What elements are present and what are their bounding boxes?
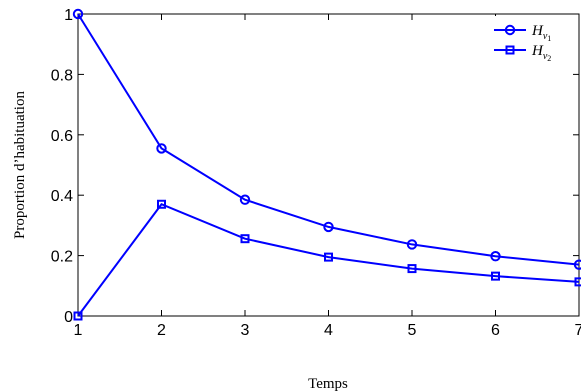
y-axis: 0 0.2 0.4 0.6 0.8 1 [51,7,579,326]
series-layer [72,8,581,321]
data-point-square [324,252,333,262]
data-point-circle [573,259,581,270]
x-tick-label: 2 [157,322,166,339]
x-axis: 1 2 3 4 5 6 7 [74,14,581,339]
y-tick-label: 0.2 [51,249,73,266]
legend-marker-square [505,45,515,55]
x-tick-label: 7 [575,322,581,339]
legend-label-hv2-subsub: 2 [547,54,551,63]
y-tick-label: 0.6 [51,128,73,145]
data-point-circle [406,239,418,250]
legend-marker-circle [504,24,516,36]
y-tick-label: 1 [64,7,73,24]
legend-label-hv1-base: H [531,23,544,39]
legend-entry-hv2: Hv2 [494,43,551,63]
series-line-2 [77,203,580,317]
y-axis-title: Proportion d’habituation [12,91,28,239]
data-point-square [574,277,581,287]
y-tick-label: 0.8 [51,67,73,84]
legend-label-hv2: Hv2 [531,43,551,63]
x-tick-label: 6 [491,322,500,339]
legend-label-hv1-sub: v [543,31,548,42]
data-point-square [491,271,500,281]
plot-area [77,13,580,317]
legend-label-hv1: Hv1 [531,23,551,43]
x-tick-label: 5 [408,322,417,339]
legend-box [488,16,577,60]
data-point-circle [323,221,334,233]
x-tick-label: 3 [241,322,250,339]
data-point-circle [490,251,501,262]
series-line-1 [77,13,580,266]
data-point-square [157,199,166,209]
legend-label-hv1-subsub: 1 [547,34,551,43]
data-point-circle [239,194,251,205]
x-tick-label: 4 [324,322,333,339]
data-point-circle [72,8,84,20]
data-point-square [407,264,417,274]
series-2 [73,199,581,321]
x-axis-title: Temps [308,376,348,392]
y-tick-label: 0.4 [51,188,73,205]
data-point-circle [156,143,167,154]
legend-entry-hv1: Hv1 [494,23,551,43]
data-point-square [73,311,83,321]
data-point-square [240,234,250,244]
series-1 [72,8,581,270]
x-tick-label: 1 [74,322,83,339]
y-tick-label: 0 [64,309,73,326]
legend: Hv1 Hv2 [488,16,577,63]
legend-label-hv2-sub: v [543,51,548,62]
legend-label-hv2-base: H [531,43,544,59]
